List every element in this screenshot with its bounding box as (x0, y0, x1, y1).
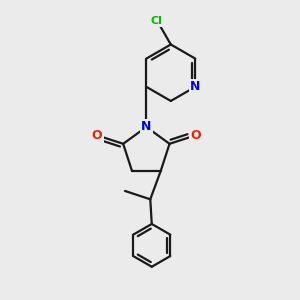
Text: O: O (92, 129, 102, 142)
Text: N: N (190, 80, 200, 93)
Text: N: N (141, 121, 152, 134)
Text: O: O (190, 129, 201, 142)
Text: Cl: Cl (151, 16, 163, 26)
